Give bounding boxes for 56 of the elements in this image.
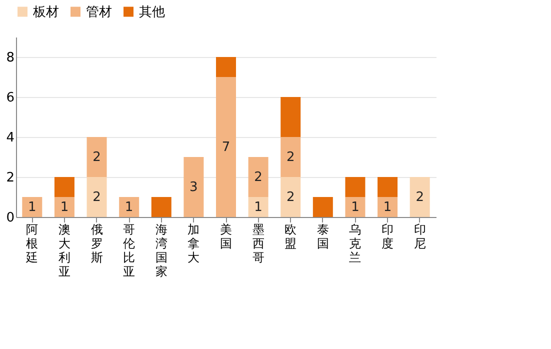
data-label: 2 — [92, 190, 101, 205]
x-tick-label: 泰国 — [316, 222, 329, 250]
data-label: 1 — [383, 200, 392, 215]
bar — [248, 197, 268, 217]
data-label: 2 — [286, 150, 295, 165]
bar — [119, 197, 140, 217]
y-tick-label: 4 — [6, 130, 14, 146]
legend-label: 其他 — [139, 4, 165, 20]
y-tick-label: 0 — [6, 210, 14, 226]
bar — [86, 177, 107, 217]
bar — [216, 57, 236, 77]
x-tick-label: 阿根廷 — [25, 222, 38, 264]
bar — [54, 177, 74, 197]
data-label: 1 — [60, 200, 69, 215]
data-label: 1 — [351, 200, 360, 215]
data-label: 2 — [92, 150, 101, 165]
bar — [54, 197, 74, 217]
bar — [345, 177, 366, 197]
x-tick-label: 美国 — [220, 222, 232, 250]
legend-label: 管材 — [86, 4, 112, 20]
bar — [184, 157, 204, 217]
x-tick-label: 印尼 — [414, 222, 426, 250]
bar — [280, 137, 301, 177]
x-tick-label: 印度 — [382, 222, 394, 250]
y-tick-label: 8 — [6, 50, 14, 66]
data-label: 1 — [254, 200, 262, 215]
x-tick-label: 哥伦比亚 — [123, 222, 136, 278]
data-label: 1 — [28, 200, 36, 215]
x-tick-label: 墨西哥 — [252, 222, 264, 264]
bar — [248, 157, 268, 197]
bar — [216, 77, 236, 217]
y-tick-label: 6 — [6, 90, 14, 106]
x-tick-label: 俄罗斯 — [90, 222, 103, 264]
bar — [378, 177, 398, 197]
data-label: 7 — [222, 140, 230, 155]
data-label: 1 — [124, 200, 134, 215]
data-label: 2 — [286, 190, 295, 205]
x-tick-label: 海湾国家 — [155, 222, 168, 278]
x-tick-label: 欧盟 — [284, 222, 297, 250]
bar — [86, 137, 107, 177]
data-label: 2 — [416, 190, 424, 205]
bar — [345, 197, 366, 217]
x-tick-label: 乌克兰 — [349, 222, 362, 264]
bar — [410, 177, 430, 217]
bar — [280, 97, 301, 137]
x-tick-label: 澳大利亚 — [58, 222, 70, 278]
legend-label: 板材 — [32, 4, 59, 20]
x-tick-label: 加拿大 — [188, 222, 200, 264]
bar — [151, 197, 172, 217]
data-label: 2 — [254, 170, 262, 185]
bar — [312, 197, 333, 217]
y-tick-label: 2 — [6, 170, 14, 186]
data-label: 3 — [190, 180, 198, 195]
bar — [378, 197, 398, 217]
bar — [280, 177, 301, 217]
bar — [22, 197, 42, 217]
